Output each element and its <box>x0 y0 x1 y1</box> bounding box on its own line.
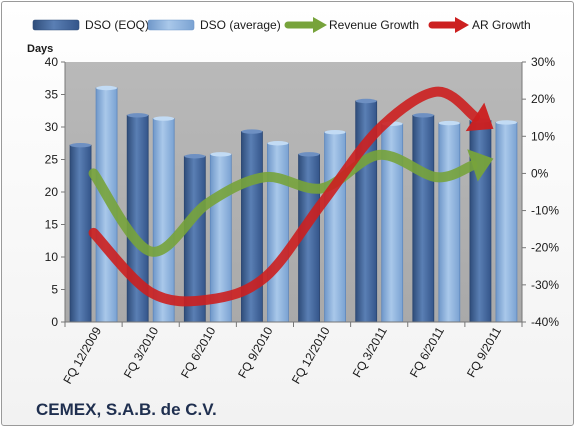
bar-body <box>267 142 289 323</box>
arrowhead-ar-growth <box>465 102 494 132</box>
bar-dso-average-6 <box>381 121 404 323</box>
y-tick-label: 30 <box>45 120 59 134</box>
bar-dso-eoq-7 <box>412 113 435 323</box>
line-revenue-growth <box>88 149 478 257</box>
y2-tick-label: 10% <box>531 129 555 143</box>
chart-title: CEMEX, S.A.B. de C.V. <box>36 400 217 419</box>
bar-body <box>469 120 492 323</box>
y2-tick-label: 20% <box>531 92 555 106</box>
bar-dso-average-5 <box>324 130 346 323</box>
bar-top <box>438 120 460 126</box>
legend-label-ar-growth: AR Growth <box>472 18 531 32</box>
legend-label-dso-average: DSO (average) <box>200 18 281 32</box>
bar-body <box>438 122 461 323</box>
x-tick-label: FQ 12/2010 <box>289 324 333 386</box>
bar-top <box>355 98 377 104</box>
x-tick-label: FQ 9/2011 <box>464 324 504 380</box>
x-tick-label: FQ 3/2010 <box>121 324 162 380</box>
line-ar-growth <box>88 86 480 307</box>
legend-item-dso-average: DSO (average) <box>147 18 281 32</box>
y-tick-label: 25 <box>45 153 59 167</box>
bar-body <box>324 131 346 323</box>
legend-label-revenue-growth: Revenue Growth <box>329 18 419 32</box>
bar-dso-eoq-1 <box>69 143 92 323</box>
legend-swatch-dso-eoq <box>32 19 80 31</box>
bar-top <box>324 130 346 135</box>
legend-arrowhead-revenue-growth <box>313 17 327 33</box>
arrowhead-revenue-growth <box>467 149 494 182</box>
y2-tick-label: -30% <box>531 278 559 292</box>
bar-top <box>298 152 320 157</box>
legend-item-ar-growth: AR Growth <box>428 17 531 33</box>
y-tick-label: 15 <box>45 218 59 232</box>
bar-top <box>70 143 92 148</box>
bar-body <box>495 122 518 323</box>
legend-label-dso-eoq: DSO (EOQ) <box>85 18 149 32</box>
x-tick-label: FQ 12/2009 <box>60 324 104 386</box>
lines-layer <box>88 86 494 307</box>
x-tick-label: FQ 6/2010 <box>178 324 219 380</box>
bar-body <box>412 114 435 323</box>
y-axis-title: Days <box>27 43 53 55</box>
x-tick-label: FQ 6/2011 <box>407 324 447 380</box>
y-tick-label: 35 <box>45 88 59 102</box>
bar-top <box>210 152 232 157</box>
legend-item-revenue-growth: Revenue Growth <box>284 17 419 33</box>
y-tick-label: 10 <box>45 250 59 264</box>
y-tick-label: 5 <box>51 283 58 297</box>
bar-top <box>241 129 263 134</box>
y-tick-label: 40 <box>45 55 59 69</box>
y-tick-label: 0 <box>51 315 58 329</box>
bar-dso-average-4 <box>267 141 289 323</box>
bar-top <box>184 154 206 159</box>
legend: DSO (EOQ) DSO (average) Revenue Growth A… <box>32 17 531 33</box>
bar-top <box>127 113 149 118</box>
bar-top <box>96 85 118 91</box>
bar-dso-eoq-8 <box>469 118 492 323</box>
y2-tick-label: 0% <box>531 166 549 180</box>
bar-top <box>153 116 175 121</box>
y2-tick-label: 30% <box>531 55 555 69</box>
bar-top <box>495 120 517 125</box>
legend-arrowhead-ar-growth <box>455 17 469 33</box>
legend-swatch-dso-average <box>147 19 195 31</box>
bar-dso-average-8 <box>495 120 518 323</box>
y2-tick-label: -20% <box>531 241 559 255</box>
bar-top <box>267 141 289 146</box>
series-revenue-growth <box>88 149 494 257</box>
series-ar-growth <box>88 86 494 307</box>
x-tick-label: FQ 9/2010 <box>235 324 276 380</box>
bar-top <box>412 113 434 118</box>
bar-dso-average-7 <box>438 120 461 323</box>
y-tick-label: 20 <box>45 185 59 199</box>
x-tick-label: FQ 3/2011 <box>350 324 390 380</box>
y2-tick-label: -10% <box>531 204 559 218</box>
legend-item-dso-eoq: DSO (EOQ) <box>32 18 149 32</box>
y2-tick-label: -40% <box>531 315 559 329</box>
bar-body <box>69 144 92 323</box>
